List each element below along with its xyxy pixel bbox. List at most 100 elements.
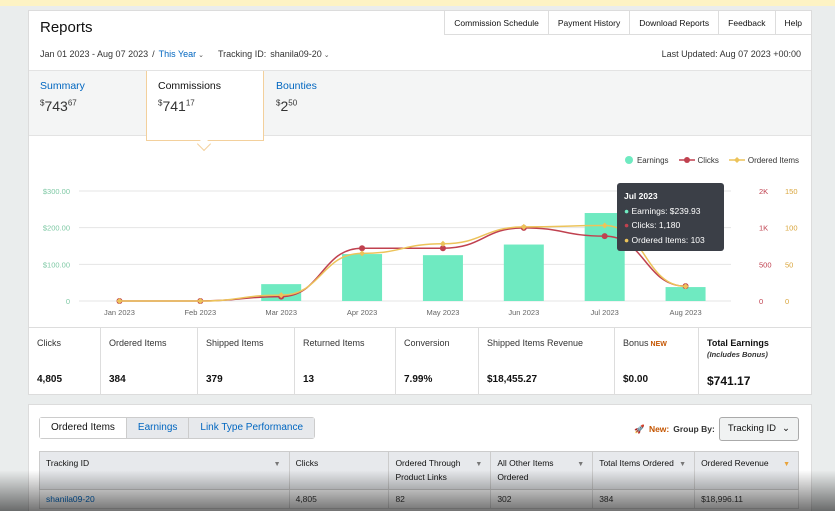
tracking-id-value: shanila09-20 [270, 49, 322, 59]
col-tracking-id[interactable]: Tracking ID ▼ [39, 451, 290, 490]
sort-icon: ▼ [273, 461, 281, 468]
summary-tabs: Summary $74367 Commissions $74117 Bounti… [29, 70, 811, 141]
x-tick-label: Mar 2023 [265, 308, 297, 317]
tab-earnings[interactable]: Earnings [126, 418, 190, 438]
tracking-label: Tracking ID: [218, 49, 267, 59]
legend-clicks[interactable]: Clicks [678, 155, 719, 165]
last-updated: Last Updated: Aug 07 2023 +00:00 [661, 49, 801, 59]
ordered-items-point [197, 298, 204, 304]
cell-ordered-revenue: $18,996.11 [694, 489, 799, 509]
x-tick-label: Jun 2023 [508, 308, 539, 317]
tracking-id-dropdown[interactable]: shanila09-20 ⌄ [270, 49, 329, 59]
table-tabs: Ordered Items Earnings Link Type Perform… [39, 417, 316, 439]
stat-shipped-revenue: Shipped Items Revenue $18,455.27 [479, 328, 615, 395]
stats-row: Clicks 4,805 Ordered Items 384 Shipped Ite… [29, 327, 811, 395]
period-label: This Year [158, 49, 197, 59]
ordered-items-point [439, 240, 446, 247]
stat-clicks: Clicks 4,805 [29, 328, 101, 395]
chart-legend: Earnings Clicks Ordered Items [624, 155, 799, 165]
nav-feedback[interactable]: Feedback [718, 11, 775, 35]
clicks-point [439, 245, 446, 252]
stat-shipped-items: Shipped Items 379 [198, 328, 295, 395]
x-tick-label: Aug 2023 [670, 308, 702, 317]
col-total-items[interactable]: Total Items Ordered ▼ [592, 451, 696, 490]
cell-tracking-id[interactable]: shanila09-20 [39, 489, 290, 509]
y-left-tick: $100.00 [43, 260, 70, 269]
date-range: Jan 01 2023 - Aug 07 2023 [40, 49, 149, 59]
bar-earnings [503, 244, 544, 301]
date-separator: / [152, 49, 155, 59]
y-right1-tick: 1K [759, 224, 768, 233]
top-nav: Commission Schedule Payment History Down… [444, 11, 811, 35]
nav-payment-history[interactable]: Payment History [547, 11, 630, 35]
x-tick-label: Feb 2023 [184, 308, 216, 317]
chart-tooltip: Jul 2023 ● Earnings: $239.93 ● Clicks: 1… [617, 183, 724, 251]
stat-returned-items: Returned Items 13 [295, 328, 396, 395]
date-filter-row: Jan 01 2023 - Aug 07 2023 / This Year ⌄ T… [40, 49, 330, 59]
col-ordered-revenue[interactable]: Ordered Revenue ▼ [694, 451, 799, 490]
clicks-point [359, 245, 366, 252]
reports-panel: Reports Commission Schedule Payment Hist… [28, 10, 812, 395]
col-all-other-items[interactable]: All Other Items Ordered ▼ [490, 451, 594, 490]
ordered-items-point [520, 223, 527, 230]
period-dropdown[interactable]: This Year ⌄ [159, 49, 204, 59]
new-badge: NEW [650, 341, 667, 348]
stat-conversion: Conversion 7.99% [396, 328, 479, 395]
legend-ordered-items[interactable]: Ordered Items [728, 155, 799, 165]
bar-earnings [342, 254, 383, 301]
tab-bounties-label: Bounties [276, 80, 317, 92]
y-right2-tick: 50 [785, 260, 793, 269]
y-left-tick: 0 [66, 297, 70, 306]
tooltip-ordered-items: ● Ordered Items: 103 [624, 234, 705, 245]
cell-total-items: 384 [592, 489, 696, 509]
group-by-label: Group By: [673, 424, 715, 434]
chevron-down-icon: ⌄ [782, 423, 790, 434]
cell-clicks: 4,805 [288, 489, 390, 509]
col-clicks[interactable]: Clicks [288, 451, 390, 490]
chevron-down-icon: ⌄ [198, 52, 205, 59]
legend-earnings[interactable]: Earnings [624, 155, 669, 165]
tab-link-type-performance[interactable]: Link Type Performance [189, 418, 315, 438]
page-title: Reports [40, 19, 93, 36]
ordered-items-point [278, 292, 285, 299]
col-ordered-through-links[interactable]: Ordered Through Product Links ▼ [388, 451, 492, 490]
group-by-select[interactable]: Tracking ID ⌄ [718, 417, 799, 441]
tab-summary[interactable]: Summary $74367 [29, 71, 96, 137]
orders-table: Tracking ID ▼ Clicks Ordered Through Prod… [39, 451, 799, 509]
tab-commissions[interactable]: Commissions $74117 [146, 71, 264, 141]
sort-icon: ▼ [783, 461, 790, 468]
y-right2-tick: 150 [785, 187, 798, 196]
tooltip-title: Jul 2023 [624, 191, 658, 201]
x-tick-label: Jul 2023 [591, 308, 619, 317]
nav-commission-schedule[interactable]: Commission Schedule [444, 11, 548, 35]
ordered-items-point [601, 222, 608, 229]
tab-bounties-amount: $250 [276, 98, 298, 114]
y-left-tick: $300.00 [43, 187, 70, 196]
y-right1-tick: 2K [759, 187, 768, 196]
table-panel: Ordered Items Earnings Link Type Perform… [28, 404, 812, 511]
sort-icon: ▼ [475, 461, 483, 468]
stat-ordered-items: Ordered Items 384 [101, 328, 198, 395]
bar-earnings [422, 255, 463, 301]
sort-icon: ▼ [679, 461, 687, 468]
notice-bar [0, 0, 835, 6]
cell-all-other: 302 [490, 489, 594, 509]
nav-download-reports[interactable]: Download Reports [629, 11, 719, 35]
stat-bonus: Bonus NEW $0.00 [615, 328, 699, 395]
tab-ordered-items[interactable]: Ordered Items [40, 418, 127, 438]
tooltip-clicks: ● Clicks: 1,180 [624, 220, 681, 230]
tab-summary-label: Summary [40, 80, 85, 92]
bar-earnings [665, 287, 706, 301]
ordered-items-point [682, 283, 689, 290]
group-by-new: New: [648, 424, 670, 434]
tab-summary-amount: $74367 [40, 98, 77, 114]
nav-help[interactable]: Help [774, 11, 811, 35]
chevron-down-icon: ⌄ [323, 52, 330, 59]
tab-bounties[interactable]: Bounties $250 [265, 71, 328, 137]
x-tick-label: May 2023 [426, 308, 459, 317]
table-row: shanila09-20 4,805 82 302 384 $18,996.11 [39, 489, 799, 509]
y-right1-tick: 0 [759, 297, 763, 306]
x-tick-label: Apr 2023 [347, 308, 377, 317]
group-by-control: 🚀 New: Group By: Tracking ID ⌄ [634, 417, 799, 441]
tooltip-earnings: ● Earnings: $239.93 [624, 205, 701, 216]
